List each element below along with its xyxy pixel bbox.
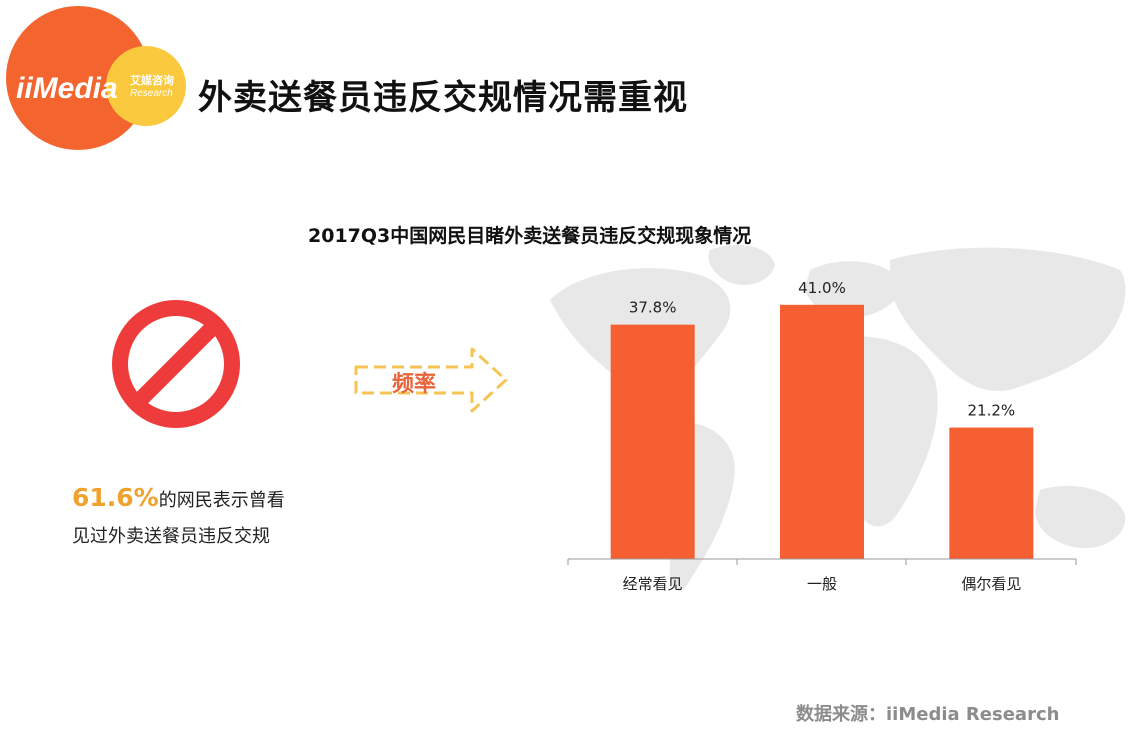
chart-title: 2017Q3中国网民目睹外卖送餐员违反交规现象情况 [308, 225, 752, 247]
map-asia [890, 247, 1126, 391]
note-line-1: 61.6%的网民表示曾看 [72, 480, 285, 519]
note-line-2: 见过外卖送餐员违反交规 [72, 526, 270, 547]
bar-value-label: 41.0% [798, 280, 846, 297]
map-europe [805, 261, 901, 319]
note-line-1-text: 的网民表示曾看 [158, 490, 285, 511]
frequency-label: 频率 [392, 372, 437, 397]
logo-sub-cn: 艾媒咨询 [130, 73, 174, 87]
prohibition-icon [112, 300, 240, 428]
frequency-arrow-icon [354, 347, 508, 413]
bar-value-label: 37.8% [629, 299, 677, 317]
iimedia-logo: iiMedia 艾媒咨询 Research [6, 6, 186, 150]
map-greenland [708, 245, 775, 285]
logo-sub-en: Research [130, 88, 173, 99]
page-title: 外卖送餐员违反交规情况需重视 [198, 78, 688, 118]
map-australia [1035, 485, 1126, 549]
note-percent: 61.6% [72, 483, 159, 512]
survey-note: 61.6%的网民表示曾看 见过外卖送餐员违反交规 [72, 480, 285, 555]
x-tick-label: 经常看见 [623, 575, 683, 593]
logo-yellow-circle [106, 46, 186, 126]
bar-chart: 37.8% 经常看见 41.0% 一般 21.2% 偶尔看见 [567, 280, 1077, 593]
bar [949, 427, 1034, 559]
bar-value-label: 21.2% [968, 402, 1016, 420]
x-tick-label: 偶尔看见 [961, 575, 1021, 593]
data-source: 数据来源：iiMedia Research [796, 704, 1060, 725]
bar [610, 324, 695, 559]
bar [780, 304, 864, 559]
logo-text: iiMedia [16, 72, 118, 105]
x-tick-label: 一般 [807, 575, 837, 593]
logo-orange-circle [6, 6, 150, 150]
